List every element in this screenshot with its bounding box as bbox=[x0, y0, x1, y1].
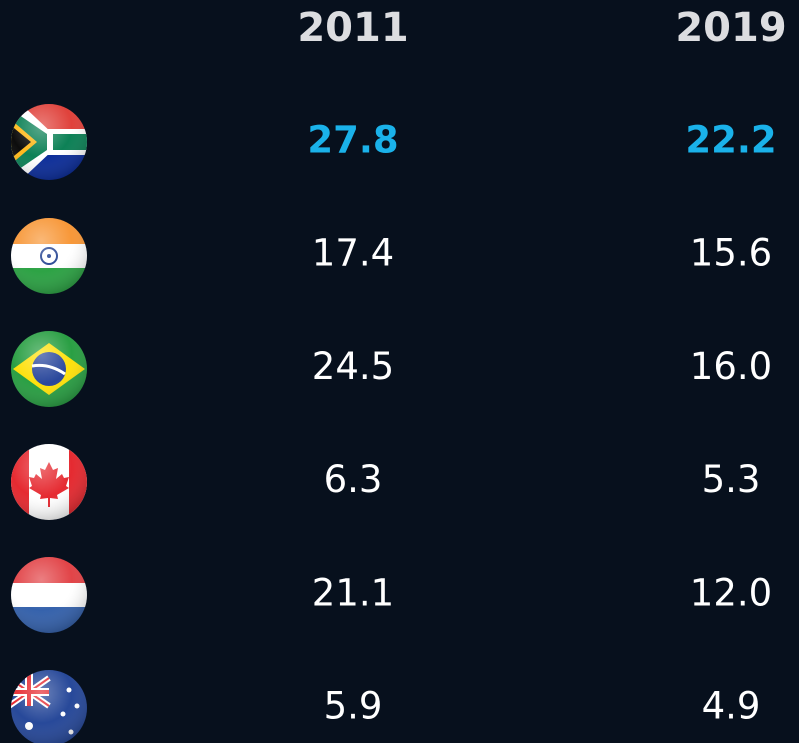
flag-brazil bbox=[11, 331, 87, 407]
cell-value: 16.0 bbox=[690, 345, 772, 388]
cell-value: 22.2 bbox=[685, 119, 776, 162]
cell-value: 21.1 bbox=[312, 571, 394, 614]
cell-value: 15.6 bbox=[690, 232, 772, 275]
column-header: 2019 bbox=[675, 5, 786, 51]
column-header: 2011 bbox=[297, 5, 408, 51]
flag-south-africa bbox=[11, 104, 87, 180]
cell-value: 12.0 bbox=[690, 571, 772, 614]
cell-value: 5.9 bbox=[324, 685, 383, 728]
cell-value: 6.3 bbox=[324, 458, 383, 501]
cell-value: 4.9 bbox=[702, 685, 761, 728]
cell-value: 5.3 bbox=[702, 458, 761, 501]
cell-value: 17.4 bbox=[312, 232, 394, 275]
flag-canada bbox=[11, 444, 87, 520]
cell-value: 24.5 bbox=[312, 345, 394, 388]
cell-value: 27.8 bbox=[307, 119, 398, 162]
